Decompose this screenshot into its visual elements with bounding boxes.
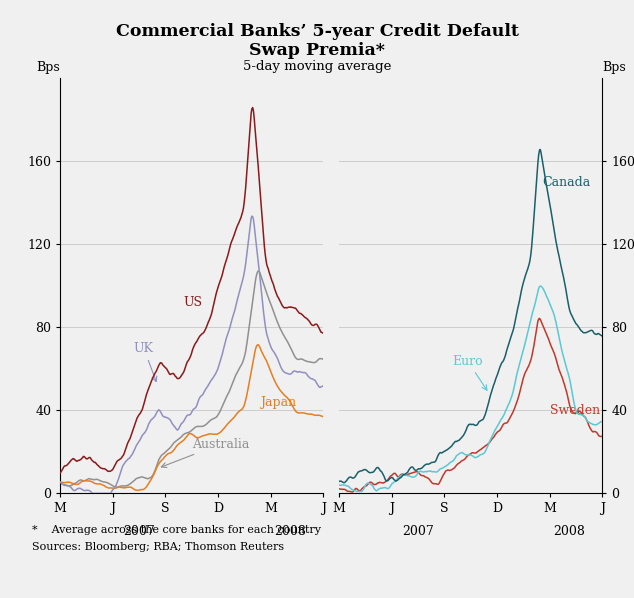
Text: 2007: 2007 xyxy=(123,525,155,538)
Text: Bps: Bps xyxy=(602,60,626,74)
Text: Euro: Euro xyxy=(452,355,487,390)
Text: Australia: Australia xyxy=(161,438,249,468)
Text: UK: UK xyxy=(134,342,157,382)
Text: Japan: Japan xyxy=(260,396,296,409)
Text: Sources: Bloomberg; RBA; Thomson Reuters: Sources: Bloomberg; RBA; Thomson Reuters xyxy=(32,542,284,552)
Text: Sweden: Sweden xyxy=(550,404,600,417)
Text: Canada: Canada xyxy=(542,176,590,189)
Text: 2008: 2008 xyxy=(275,525,306,538)
Text: 5-day moving average: 5-day moving average xyxy=(243,60,391,73)
Text: 2007: 2007 xyxy=(402,525,434,538)
Text: *    Average across the core banks for each country: * Average across the core banks for each… xyxy=(32,526,321,535)
Text: US: US xyxy=(184,297,203,309)
Text: 2008: 2008 xyxy=(553,525,585,538)
Text: Commercial Banks’ 5-year Credit Default: Commercial Banks’ 5-year Credit Default xyxy=(115,23,519,39)
Text: Swap Premia*: Swap Premia* xyxy=(249,42,385,59)
Text: Bps: Bps xyxy=(37,60,60,74)
